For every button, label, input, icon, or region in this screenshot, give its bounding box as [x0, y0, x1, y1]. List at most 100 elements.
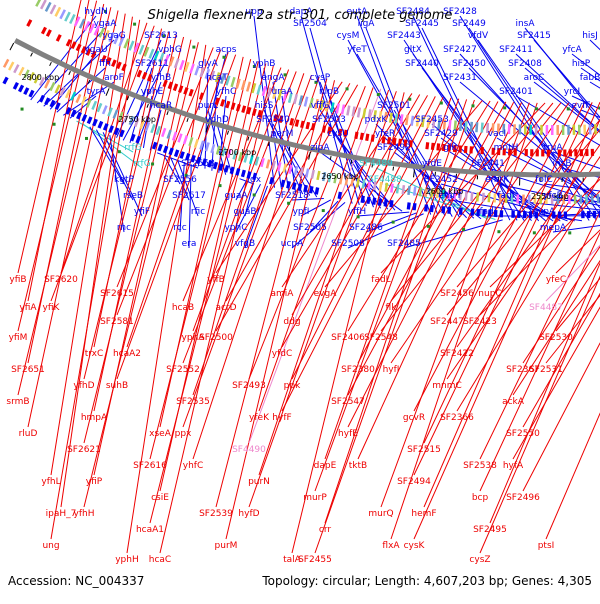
gene-label-SF2408: SF2408 — [508, 59, 542, 69]
gene-label-vphG: vphG — [158, 45, 182, 55]
cog-band — [476, 122, 477, 132]
gene-label-bcp: bcp — [472, 493, 489, 503]
gene-label-SF2518: SF2518 — [275, 191, 309, 201]
reverse-gene-labels: yfiByfiAyfiMSF2651srmBrluDyfhLipaH_7ungS… — [6, 275, 573, 565]
gene-label-SF2415: SF2415 — [517, 31, 551, 41]
trna-marker — [440, 102, 443, 105]
reverse-cds-arrow — [366, 137, 369, 138]
gene-label-zipA: zipA — [310, 143, 330, 153]
reverse-cds-arrow — [290, 121, 293, 122]
reverse-cds-arrow — [296, 123, 299, 124]
forward-cds-arrow — [231, 170, 234, 171]
scale-tick — [248, 137, 249, 141]
reverse-cds-arrow — [184, 90, 187, 91]
gene-label-ygaG: ygaG — [102, 31, 126, 41]
reverse-cds-arrow — [242, 109, 245, 110]
reverse-cds-arrow — [200, 96, 203, 97]
gene-label-ypfI: ypfI — [293, 207, 310, 217]
gene-label-SF2422: SF2422 — [440, 349, 474, 359]
gene-label-SF2539: SF2539 — [199, 509, 233, 519]
gene-label-yfiK: yfiK — [43, 303, 61, 313]
cog-band — [318, 171, 320, 180]
gene-label-vfgB: vfgB — [235, 239, 255, 249]
forward-cds-arrow — [77, 115, 80, 116]
cog-band — [263, 86, 266, 96]
gene-label-SF2411: SF2411 — [499, 45, 533, 55]
gene-label-era: era — [182, 239, 197, 249]
gene-label-fadI: fadI — [497, 191, 514, 201]
reverse-cds-arrow — [258, 113, 261, 114]
gene-label-yrcI: yrcI — [564, 87, 580, 97]
reverse-cds-arrow — [112, 63, 115, 64]
scale-tick — [69, 71, 71, 75]
reverse-gene-leader — [556, 83, 600, 331]
gene-label-nlpB: nlpB — [319, 87, 339, 97]
reverse-cds-arrow — [237, 107, 240, 108]
forward-cds-arrow — [14, 85, 17, 87]
gene-label-SF2423: SF2423 — [463, 317, 497, 327]
gene-label-cysU: cysU — [327, 129, 349, 139]
gene-label-hyfI: hyfI — [383, 365, 400, 375]
gene-label-vfdV: vfdV — [468, 31, 489, 41]
gene-label-SF4488: SF4488 — [368, 175, 402, 185]
reverse-cds-arrow — [355, 135, 358, 136]
gene-label-yffB: yffB — [207, 275, 225, 285]
forward-cds-arrow — [164, 149, 167, 150]
gene-label-hcaA1: hcaA1 — [136, 525, 164, 535]
cog-band — [179, 134, 182, 143]
reverse-cds-arrow — [179, 89, 182, 90]
gene-label-SF2611: SF2611 — [135, 59, 169, 69]
gene-label-SF2501: SF2501 — [377, 101, 411, 111]
gene-label-SF2493: SF2493 — [232, 381, 266, 391]
gene-label-hyfF: hyfF — [272, 413, 291, 423]
gene-label-SF2455: SF2455 — [298, 555, 332, 565]
gene-label-tyrA: tyrA — [87, 87, 107, 97]
reverse-cds-arrow — [118, 65, 121, 66]
forward-cds-arrow — [93, 122, 96, 123]
reverse-gene-leader — [447, 100, 600, 379]
gene-label-SF2447: SF2447 — [430, 317, 464, 327]
cog-band — [408, 186, 409, 195]
forward-cds-arrow — [287, 184, 290, 185]
trna-marker — [497, 230, 500, 233]
cog-band — [471, 122, 472, 132]
gene-label-trxC: trxC — [85, 349, 104, 359]
gene-label-SF4490: SF4490 — [232, 445, 266, 455]
gene-label-xseA: xseA — [149, 429, 172, 439]
gene-label-insB: insB — [552, 159, 571, 169]
reverse-cds-arrow — [123, 67, 126, 68]
cog-band — [242, 80, 245, 90]
cog-band — [267, 160, 269, 169]
gene-label-yfiP: yfiP — [86, 477, 103, 487]
gene-label-SF2486: SF2486 — [349, 223, 383, 233]
trna-marker — [219, 184, 222, 187]
gene-label-rrfG: rrfG — [124, 143, 141, 153]
forward-cds-arrow — [236, 171, 239, 172]
reverse-cds-arrow — [312, 126, 315, 127]
gene-label-srmB: srmB — [6, 397, 29, 407]
gene-label-SF2616: SF2616 — [133, 461, 167, 471]
gene-label-flxA: flxA — [382, 541, 400, 551]
gene-label-SF2508: SF2508 — [331, 239, 365, 249]
trna-marker — [392, 221, 395, 224]
cog-band — [50, 82, 54, 90]
gene-label-gcvR: gcvR — [403, 413, 425, 423]
cog-band — [145, 47, 149, 56]
gene-label-yfiF: yfiF — [134, 207, 150, 217]
scale-label: 2650 kbp — [321, 172, 359, 181]
gene-label-hisP: hisP — [572, 59, 591, 69]
reverse-gene-leader — [282, 95, 428, 347]
cog-band — [390, 113, 391, 123]
gene-label-yffH: yffH — [348, 207, 366, 217]
forward-cds-arrow — [20, 88, 23, 89]
reverse-cds-arrow — [67, 42, 70, 43]
gene-label-yfiM: yfiM — [9, 333, 28, 343]
cog-band — [92, 101, 96, 109]
trna-marker — [222, 56, 225, 59]
trna-marker — [377, 93, 380, 96]
cog-band — [489, 193, 490, 202]
trna-marker — [151, 162, 154, 165]
gene-label-SF4489: SF4489 — [359, 159, 393, 169]
forward-cds-arrow — [310, 189, 313, 190]
